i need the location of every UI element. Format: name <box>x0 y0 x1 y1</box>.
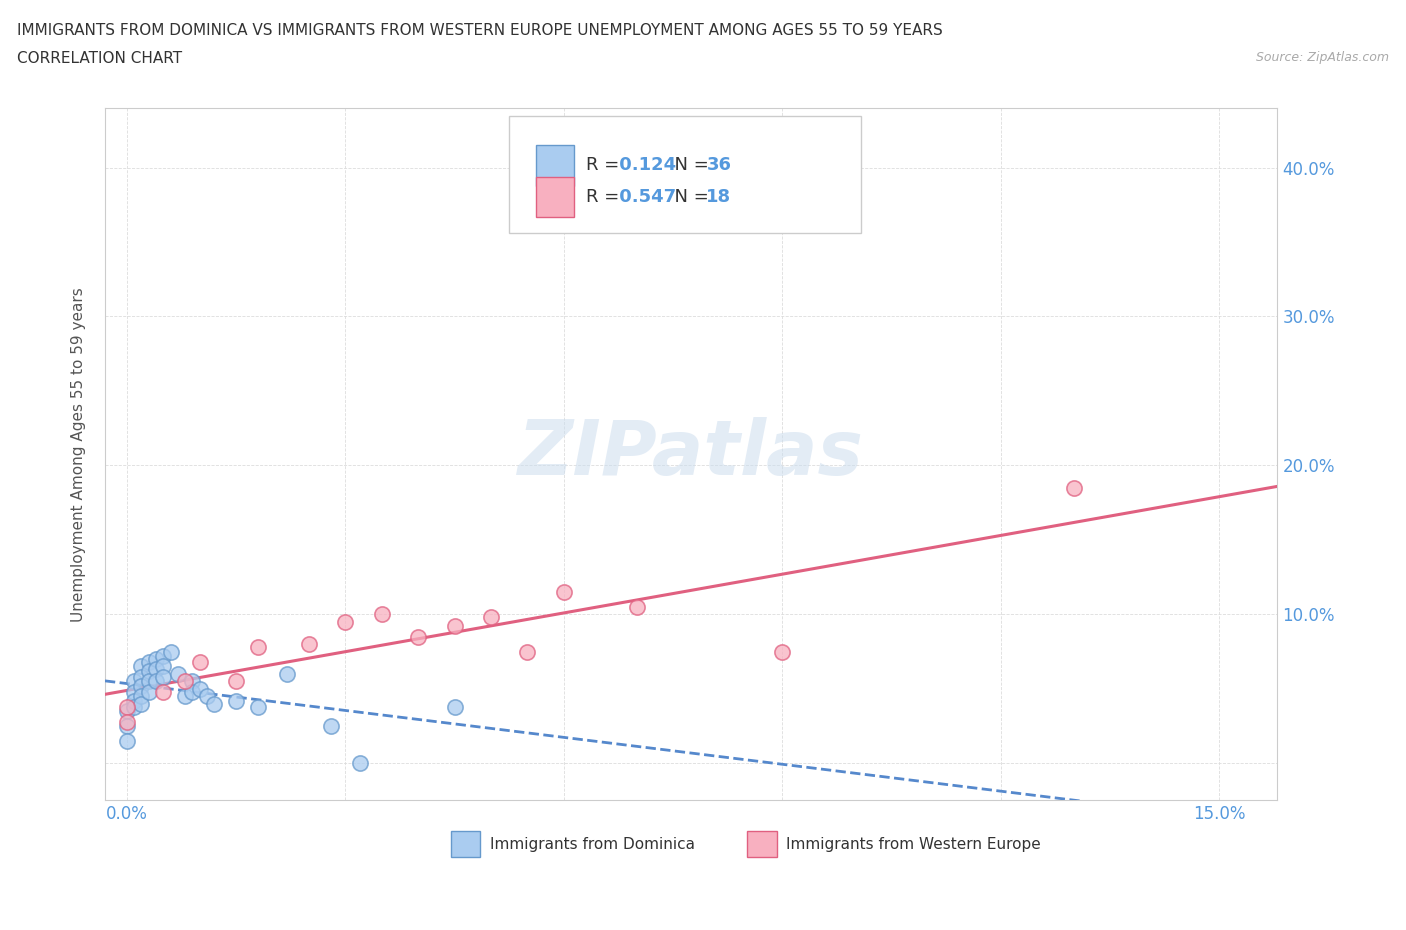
Point <box>188 682 211 697</box>
Text: Source: ZipAtlas.com: Source: ZipAtlas.com <box>1256 51 1389 64</box>
Point <box>246 640 269 655</box>
Point <box>115 699 138 714</box>
Point <box>181 674 204 689</box>
Point <box>406 630 429 644</box>
Text: 0.124: 0.124 <box>613 156 676 174</box>
Point <box>152 670 174 684</box>
Point <box>479 610 502 625</box>
Point <box>298 637 321 652</box>
Text: CORRELATION CHART: CORRELATION CHART <box>17 51 181 66</box>
Point <box>115 704 138 719</box>
Text: IMMIGRANTS FROM DOMINICA VS IMMIGRANTS FROM WESTERN EUROPE UNEMPLOYMENT AMONG AG: IMMIGRANTS FROM DOMINICA VS IMMIGRANTS F… <box>17 23 942 38</box>
Point <box>115 734 138 749</box>
Point <box>138 655 160 670</box>
Point <box>131 659 153 674</box>
Point <box>138 663 160 678</box>
Text: 0.547: 0.547 <box>613 188 676 206</box>
Point <box>370 607 392 622</box>
Text: R =: R = <box>586 188 624 206</box>
Text: Immigrants from Western Europe: Immigrants from Western Europe <box>786 837 1040 852</box>
Point <box>131 670 153 684</box>
Point <box>225 674 247 689</box>
Point <box>335 615 357 630</box>
Text: R =: R = <box>586 156 624 174</box>
Point <box>174 689 197 704</box>
Point <box>443 699 465 714</box>
Point <box>225 693 247 708</box>
Point <box>122 674 145 689</box>
Y-axis label: Unemployment Among Ages 55 to 59 years: Unemployment Among Ages 55 to 59 years <box>72 286 86 621</box>
Point <box>516 644 538 659</box>
Point <box>145 674 167 689</box>
Point <box>145 652 167 667</box>
Point <box>131 689 153 704</box>
Point <box>188 655 211 670</box>
Text: ZIPatlas: ZIPatlas <box>519 418 865 491</box>
FancyBboxPatch shape <box>509 116 862 232</box>
Point <box>174 674 197 689</box>
Point <box>131 678 153 693</box>
Text: Immigrants from Dominica: Immigrants from Dominica <box>489 837 695 852</box>
Point <box>115 714 138 729</box>
Point <box>159 644 181 659</box>
Point <box>122 699 145 714</box>
Point <box>1063 480 1085 495</box>
Point <box>152 648 174 663</box>
Point <box>115 719 138 734</box>
Point <box>166 667 188 682</box>
Point <box>770 644 793 659</box>
Point <box>202 697 225 711</box>
Point <box>319 719 342 734</box>
Point <box>138 684 160 699</box>
Point <box>246 699 269 714</box>
Text: N =: N = <box>664 188 714 206</box>
Point <box>443 618 465 633</box>
Point <box>145 662 167 677</box>
Point <box>152 684 174 699</box>
Point <box>276 667 298 682</box>
Text: 18: 18 <box>706 188 731 206</box>
Text: 36: 36 <box>706 156 731 174</box>
FancyBboxPatch shape <box>537 145 574 186</box>
FancyBboxPatch shape <box>451 830 481 857</box>
Point <box>122 684 145 699</box>
Point <box>553 585 575 600</box>
Point <box>349 756 371 771</box>
Text: N =: N = <box>664 156 714 174</box>
Point <box>626 600 648 615</box>
Point <box>131 697 153 711</box>
Point <box>195 689 218 704</box>
FancyBboxPatch shape <box>748 830 776 857</box>
Point <box>152 659 174 674</box>
FancyBboxPatch shape <box>537 177 574 217</box>
Point <box>181 684 204 699</box>
Point <box>122 693 145 708</box>
Point <box>138 674 160 689</box>
